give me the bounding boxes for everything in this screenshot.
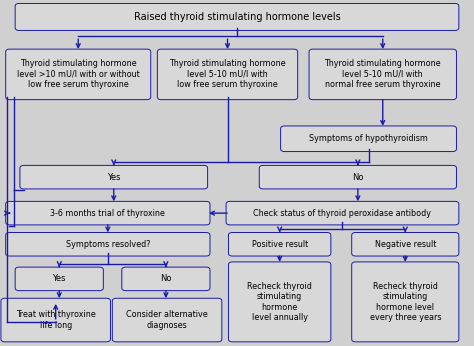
Text: No: No <box>352 173 364 182</box>
FancyBboxPatch shape <box>157 49 298 100</box>
FancyBboxPatch shape <box>6 49 151 100</box>
FancyBboxPatch shape <box>309 49 456 100</box>
FancyBboxPatch shape <box>281 126 456 152</box>
Text: Positive result: Positive result <box>252 240 308 249</box>
FancyBboxPatch shape <box>6 201 210 225</box>
Text: Check status of thyroid peroxidase antibody: Check status of thyroid peroxidase antib… <box>254 209 431 218</box>
Text: Recheck thyroid
stimulating
hormone level
every three years: Recheck thyroid stimulating hormone leve… <box>370 282 441 322</box>
FancyBboxPatch shape <box>15 267 103 291</box>
Text: No: No <box>160 274 172 283</box>
Text: Recheck thyroid
stimulating
hormone
level annually: Recheck thyroid stimulating hormone leve… <box>247 282 312 322</box>
Text: 3-6 months trial of thyroxine: 3-6 months trial of thyroxine <box>50 209 165 218</box>
FancyBboxPatch shape <box>226 201 459 225</box>
FancyBboxPatch shape <box>112 298 222 342</box>
FancyBboxPatch shape <box>228 233 331 256</box>
FancyBboxPatch shape <box>6 233 210 256</box>
Text: Thyroid stimulating hormone
level 5-10 mU/l with
low free serum thyroxine: Thyroid stimulating hormone level 5-10 m… <box>169 60 286 89</box>
Text: Raised thyroid stimulating hormone levels: Raised thyroid stimulating hormone level… <box>134 12 340 22</box>
Text: Consider alternative
diagnoses: Consider alternative diagnoses <box>126 310 208 330</box>
Text: Yes: Yes <box>53 274 66 283</box>
Text: Symptoms resolved?: Symptoms resolved? <box>65 240 150 249</box>
FancyBboxPatch shape <box>228 262 331 342</box>
Text: Treat with thyroxine
life long: Treat with thyroxine life long <box>16 310 96 330</box>
Text: Negative result: Negative result <box>374 240 436 249</box>
FancyBboxPatch shape <box>259 165 456 189</box>
FancyBboxPatch shape <box>352 262 459 342</box>
FancyBboxPatch shape <box>20 165 208 189</box>
Text: Thyroid stimulating hormone
level >10 mU/l with or without
low free serum thyrox: Thyroid stimulating hormone level >10 mU… <box>17 60 139 89</box>
FancyBboxPatch shape <box>122 267 210 291</box>
FancyBboxPatch shape <box>352 233 459 256</box>
Text: Yes: Yes <box>107 173 120 182</box>
Text: Thyroid stimulating hormone
level 5-10 mU/l with
normal free serum thyroxine: Thyroid stimulating hormone level 5-10 m… <box>324 60 441 89</box>
FancyBboxPatch shape <box>15 3 459 30</box>
FancyBboxPatch shape <box>1 298 110 342</box>
Text: Symptoms of hypothyroidism: Symptoms of hypothyroidism <box>309 134 428 143</box>
